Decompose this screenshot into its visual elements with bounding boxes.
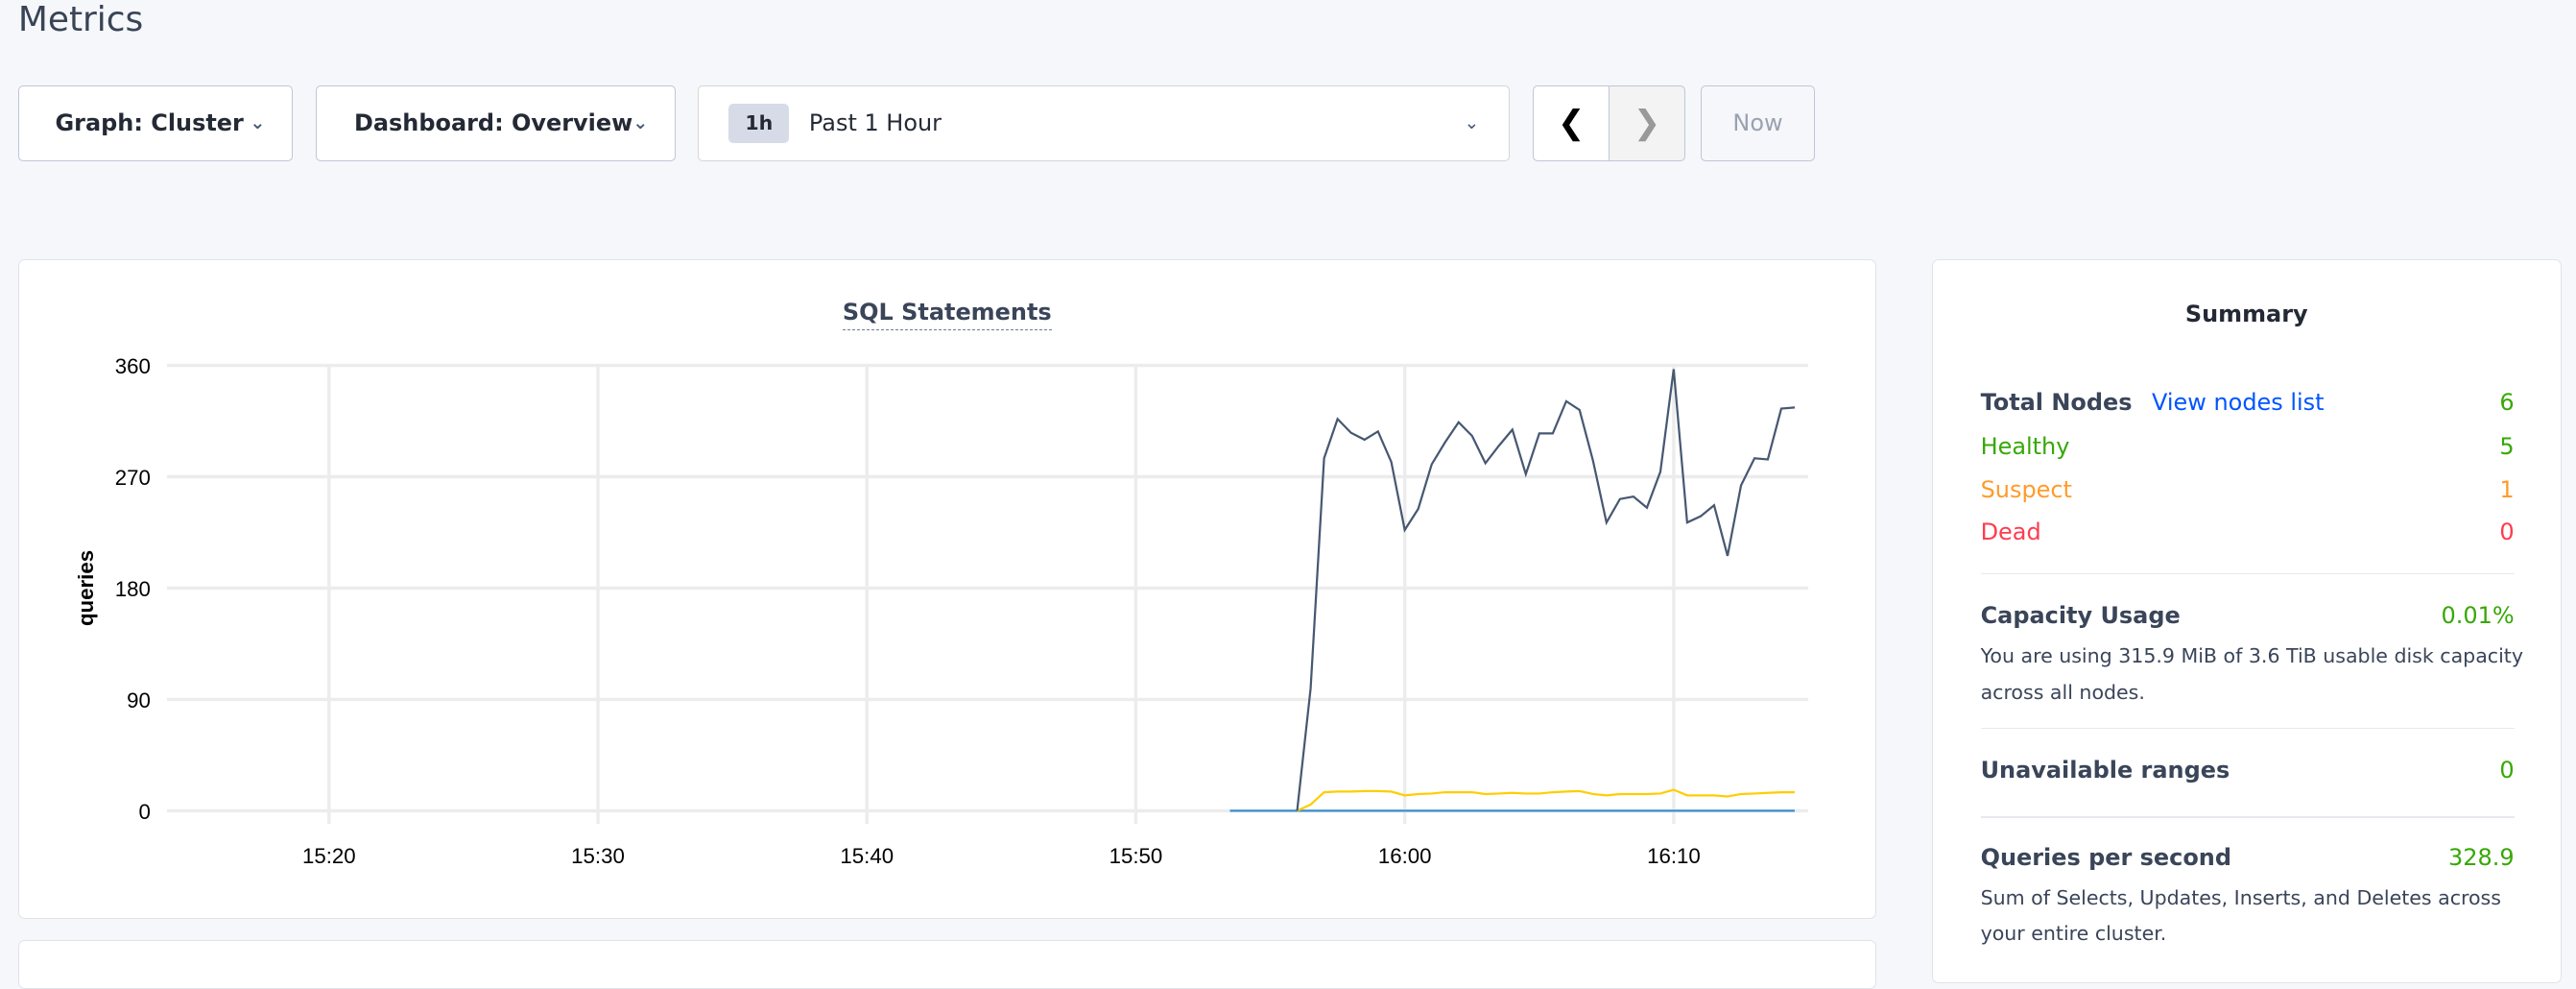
y-tick-label: 90	[127, 688, 151, 712]
capacity-usage-description: You are using 315.9 MiB of 3.6 TiB usabl…	[1980, 644, 2523, 704]
series-line	[1296, 369, 1795, 811]
total-nodes-value: 6	[2499, 388, 2515, 416]
y-tick-label: 360	[115, 355, 151, 379]
healthy-label: Healthy	[1980, 433, 2070, 461]
x-tick-label: 16:00	[1378, 845, 1432, 869]
chevron-down-icon: ⌄	[1464, 112, 1480, 133]
time-range-badge: 1h	[728, 103, 790, 143]
dashboard-select[interactable]: Dashboard: Overview ⌄	[315, 85, 676, 161]
chevron-down-icon: ⌄	[250, 112, 266, 133]
y-tick-label: 0	[138, 800, 150, 824]
divider	[1980, 727, 2515, 730]
chart-title[interactable]: SQL Statements	[842, 299, 1052, 330]
queries-per-second-value: 328.9	[2448, 844, 2515, 872]
unavailable-ranges-value: 0	[2499, 757, 2515, 784]
view-nodes-link[interactable]: View nodes list	[2152, 388, 2325, 416]
graph-select-label: Graph: Cluster	[55, 109, 244, 137]
dashboard-select-label: Dashboard: Overview	[354, 109, 633, 137]
unavailable-ranges-label: Unavailable ranges	[1980, 757, 2230, 784]
next-chart-card	[17, 940, 1876, 989]
queries-per-second-label: Queries per second	[1980, 844, 2232, 872]
chevron-left-icon: ❮	[1557, 104, 1586, 143]
graph-select[interactable]: Graph: Cluster ⌄	[17, 85, 293, 161]
divider	[1980, 815, 2515, 818]
series-line	[1296, 788, 1795, 812]
x-tick-label: 15:30	[571, 845, 625, 869]
time-range-label: Past 1 Hour	[808, 109, 942, 137]
y-axis-label: queries	[74, 550, 98, 626]
page-title: Metrics	[17, 0, 144, 39]
x-tick-label: 16:10	[1647, 845, 1701, 869]
x-tick-label: 15:20	[302, 845, 356, 869]
dead-label: Dead	[1980, 519, 2041, 546]
x-tick-label: 15:40	[840, 845, 894, 869]
y-tick-label: 270	[115, 467, 151, 491]
now-button[interactable]: Now	[1700, 85, 1816, 161]
suspect-label: Suspect	[1980, 475, 2072, 503]
y-tick-label: 180	[115, 577, 151, 601]
dead-value: 0	[2499, 519, 2515, 546]
total-nodes-label: Total Nodes	[1980, 388, 2133, 416]
chart-svg: 0 90 180 270 360 15:20 15:30 15:40 15:50 16:00 16:…	[74, 355, 1808, 869]
previous-time-button[interactable]: ❮	[1533, 85, 1610, 161]
divider	[1980, 572, 2515, 575]
time-range-select[interactable]: 1h Past 1 Hour ⌄	[698, 85, 1511, 161]
summary-card: Summary Total Nodes View nodes list 6 He…	[1931, 259, 2562, 983]
x-tick-label: 15:50	[1109, 845, 1162, 869]
chevron-down-icon: ⌄	[632, 112, 649, 133]
suspect-value: 1	[2499, 475, 2515, 503]
next-time-button[interactable]: ❯	[1608, 85, 1686, 161]
capacity-usage-value: 0.01%	[2441, 602, 2515, 630]
sql-statements-chart-card: SQL Statements 0 90 180 270 360 15:20 15:30 15:…	[17, 259, 1876, 919]
healthy-value: 5	[2499, 433, 2515, 461]
queries-per-second-description: Sum of Selects, Updates, Inserts, and De…	[1980, 885, 2501, 946]
capacity-usage-label: Capacity Usage	[1980, 602, 2181, 630]
summary-title: Summary	[2184, 300, 2308, 327]
chevron-right-icon: ❯	[1633, 104, 1661, 143]
